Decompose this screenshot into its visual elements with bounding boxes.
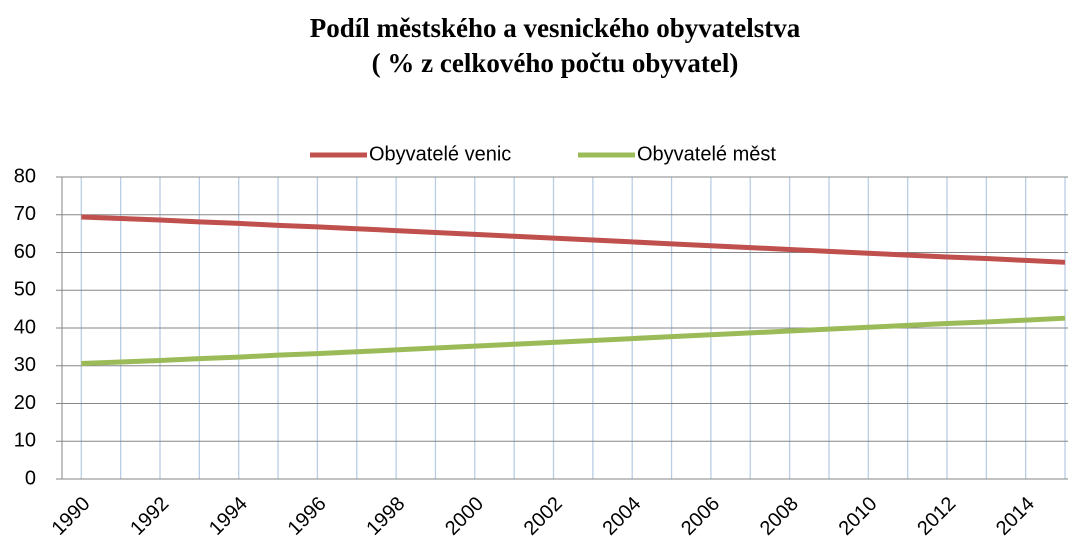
y-tick-label: 80: [14, 165, 36, 187]
legend-label: Obyvatelé venic: [369, 143, 511, 165]
x-tick-label: 2008: [756, 493, 803, 540]
y-tick-label: 50: [14, 279, 36, 301]
x-tick-label: 1994: [205, 493, 252, 540]
y-tick-label: 10: [14, 430, 36, 452]
x-tick-label: 2004: [598, 493, 645, 540]
x-tick-label: 2012: [913, 493, 960, 540]
y-tick-label: 0: [25, 467, 36, 489]
y-tick-label: 20: [14, 392, 36, 414]
chart-subtitle: ( % z celkového počtu obyvatel): [372, 48, 739, 78]
x-tick-label: 2002: [520, 493, 567, 540]
x-tick-label: 2000: [441, 493, 488, 540]
x-tick-label: 2006: [677, 493, 724, 540]
x-tick-label: 1996: [284, 493, 331, 540]
x-tick-label: 2010: [835, 493, 882, 540]
y-tick-label: 70: [14, 203, 36, 225]
series-line: [81, 214, 1066, 265]
y-tick-label: 30: [14, 354, 36, 376]
legend-label: Obyvatelé měst: [637, 143, 776, 165]
series-line: [81, 315, 1066, 366]
x-tick-label: 1992: [126, 493, 173, 540]
y-tick-label: 40: [14, 316, 36, 338]
y-tick-label: 60: [14, 241, 36, 263]
x-tick-label: 1998: [362, 493, 409, 540]
x-tick-label: 1990: [48, 493, 95, 540]
chart-title: Podíl městského a vesnického obyvatelstv…: [310, 13, 801, 43]
x-tick-label: 2014: [992, 493, 1039, 540]
